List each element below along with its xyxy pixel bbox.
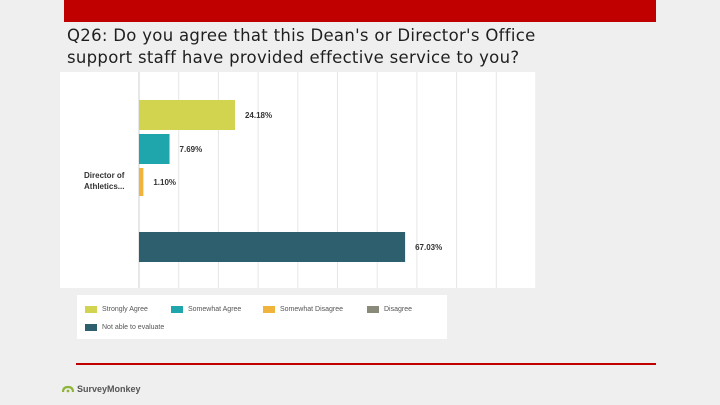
data-label: 7.69% (180, 145, 203, 154)
legend-label: Somewhat Agree (188, 305, 242, 313)
legend-swatch (85, 305, 97, 313)
monkey-logo-icon (62, 385, 74, 392)
logo-text: SurveyMonkey (77, 384, 141, 394)
legend-label: Somewhat Disagree (280, 305, 344, 313)
category-label: Athletics... (84, 182, 124, 191)
chart-panel: 24.18% 7.69% 1.10% 67.03% Director of Athleti… (60, 72, 536, 288)
bar-somewhat-disagree (139, 168, 144, 196)
legend-swatch (85, 323, 97, 331)
legend-item: Somewhat Disagree (263, 303, 343, 315)
legend-swatch (263, 305, 275, 313)
bar-somewhat-agree (139, 134, 170, 164)
category-label: Director of (84, 171, 125, 180)
data-label: 67.03% (415, 243, 442, 252)
legend-label: Not able to evaluate (102, 323, 165, 331)
legend-item: Not able to evaluate (85, 321, 164, 333)
data-label: 1.10% (153, 178, 176, 187)
legend-label: Strongly Agree (102, 305, 148, 313)
bar-strongly-agree (139, 100, 235, 130)
legend-swatch (367, 305, 379, 313)
bar-not-able-to-evaluate (139, 232, 406, 262)
bottom-accent-line (76, 363, 656, 365)
surveymonkey-logo: SurveyMonkey (62, 384, 141, 394)
legend-swatch (171, 305, 183, 313)
legend-item: Disagree (367, 303, 412, 315)
top-accent-bar (64, 0, 656, 22)
bar-chart: 24.18% 7.69% 1.10% 67.03% Director of Athleti… (84, 72, 536, 288)
legend-item: Strongly Agree (85, 303, 148, 315)
legend-label: Disagree (384, 305, 413, 313)
slide-title: Q26: Do you agree that this Dean's or Di… (67, 26, 536, 67)
data-label: 24.18% (245, 111, 272, 120)
chart-legend: Strongly Agree Somewhat Agree Somewhat Dis… (77, 295, 447, 339)
legend-item: Somewhat Agree (171, 303, 241, 315)
